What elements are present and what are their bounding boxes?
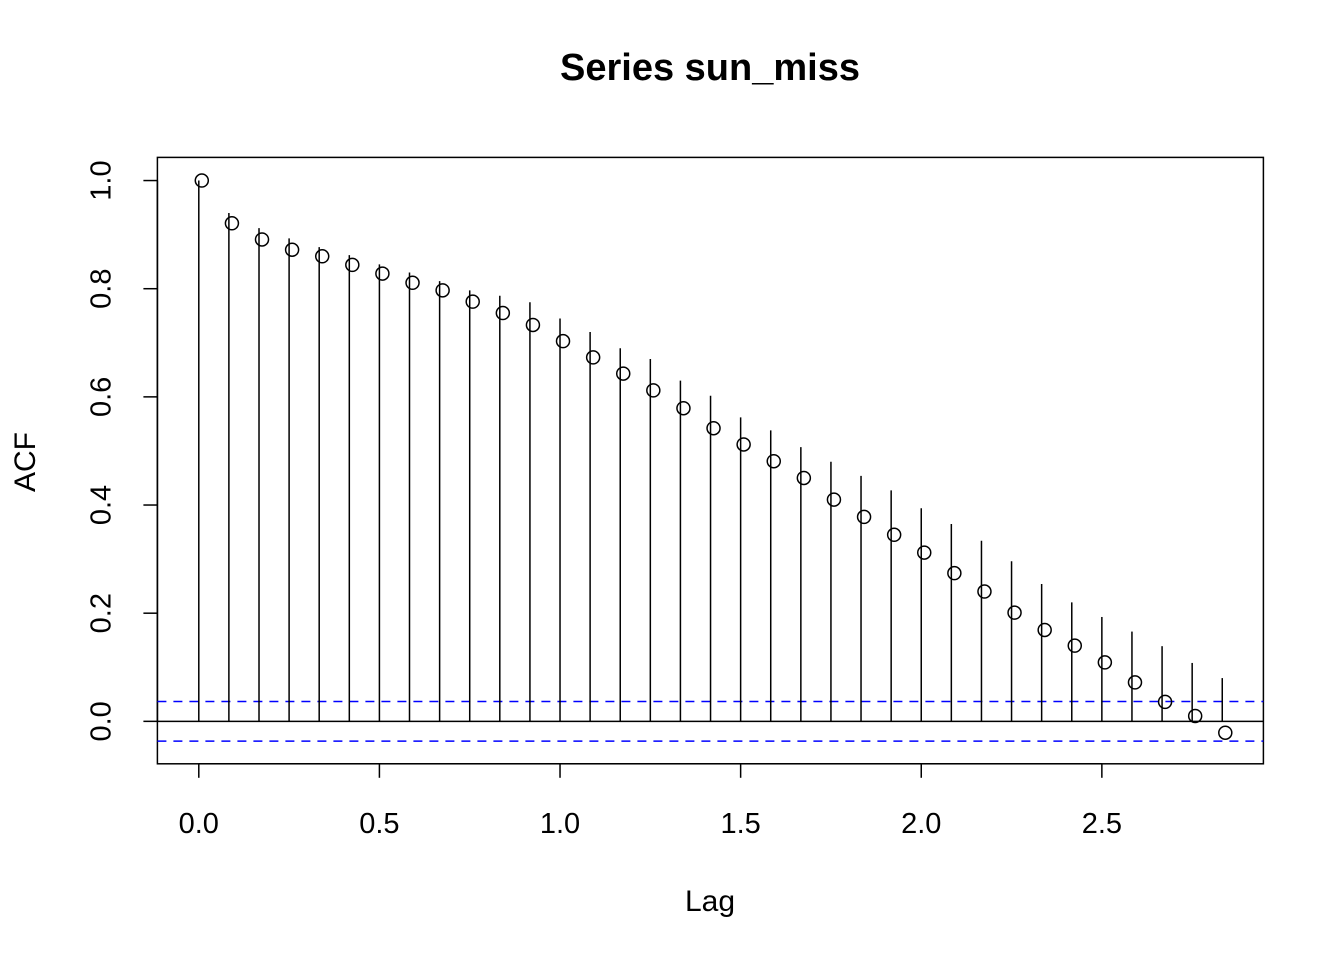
acf-point <box>1037 622 1052 638</box>
y-tick-label: 0.6 <box>85 377 117 417</box>
acf-point <box>525 317 541 333</box>
acf-point <box>886 527 902 543</box>
y-axis: 0.0 0.2 0.4 0.6 0.8 1.0 <box>85 160 159 742</box>
acf-point <box>254 232 270 247</box>
acf-point <box>375 266 390 281</box>
acf-point <box>977 584 992 599</box>
x-tick-label: 0.5 <box>359 808 399 840</box>
y-tick-label: 1.0 <box>85 160 117 200</box>
acf-point <box>1097 655 1113 670</box>
acf-point <box>916 545 932 560</box>
acf-point <box>1007 605 1022 620</box>
acf-point <box>555 333 571 349</box>
y-tick-label: 0.8 <box>85 269 117 309</box>
acf-point <box>947 565 962 581</box>
acf-point <box>1218 725 1233 740</box>
acf-point <box>465 294 480 309</box>
acf-points <box>194 173 1233 740</box>
acf-point <box>1127 675 1143 690</box>
acf-point <box>856 509 872 525</box>
x-axis-label: Lag <box>685 885 735 918</box>
acf-point <box>314 249 330 264</box>
acf-point <box>435 283 450 298</box>
x-axis: 0.0 0.5 1.0 1.5 2.0 2.5 <box>179 763 1122 840</box>
x-tick-label: 1.0 <box>540 808 580 840</box>
acf-point <box>585 350 601 365</box>
x-tick-label: 0.0 <box>179 808 219 840</box>
acf-lines <box>198 180 1224 722</box>
acf-point <box>615 366 631 381</box>
y-tick-label: 0.0 <box>85 701 117 741</box>
acf-point <box>1067 638 1083 653</box>
acf-point <box>796 470 812 486</box>
acf-point <box>1187 708 1203 724</box>
y-tick-label: 0.2 <box>85 593 117 633</box>
acf-point <box>194 173 210 188</box>
acf-point <box>826 492 842 507</box>
acf-point <box>405 275 420 291</box>
acf-point <box>284 242 300 258</box>
acf-point <box>646 383 661 398</box>
acf-point <box>676 400 691 416</box>
acf-point <box>224 216 240 231</box>
x-tick-label: 2.5 <box>1082 808 1122 840</box>
acf-point <box>495 305 511 321</box>
acf-point <box>345 257 360 273</box>
acf-point <box>706 420 721 436</box>
acf-point <box>1157 694 1173 710</box>
y-axis-label: ACF <box>9 432 42 492</box>
acf-point <box>766 453 782 469</box>
x-tick-label: 2.0 <box>901 808 941 840</box>
y-tick-label: 0.4 <box>85 485 117 525</box>
chart-title: Series sun_miss <box>560 47 860 89</box>
acf-point <box>736 437 751 452</box>
x-tick-label: 1.5 <box>720 808 760 840</box>
